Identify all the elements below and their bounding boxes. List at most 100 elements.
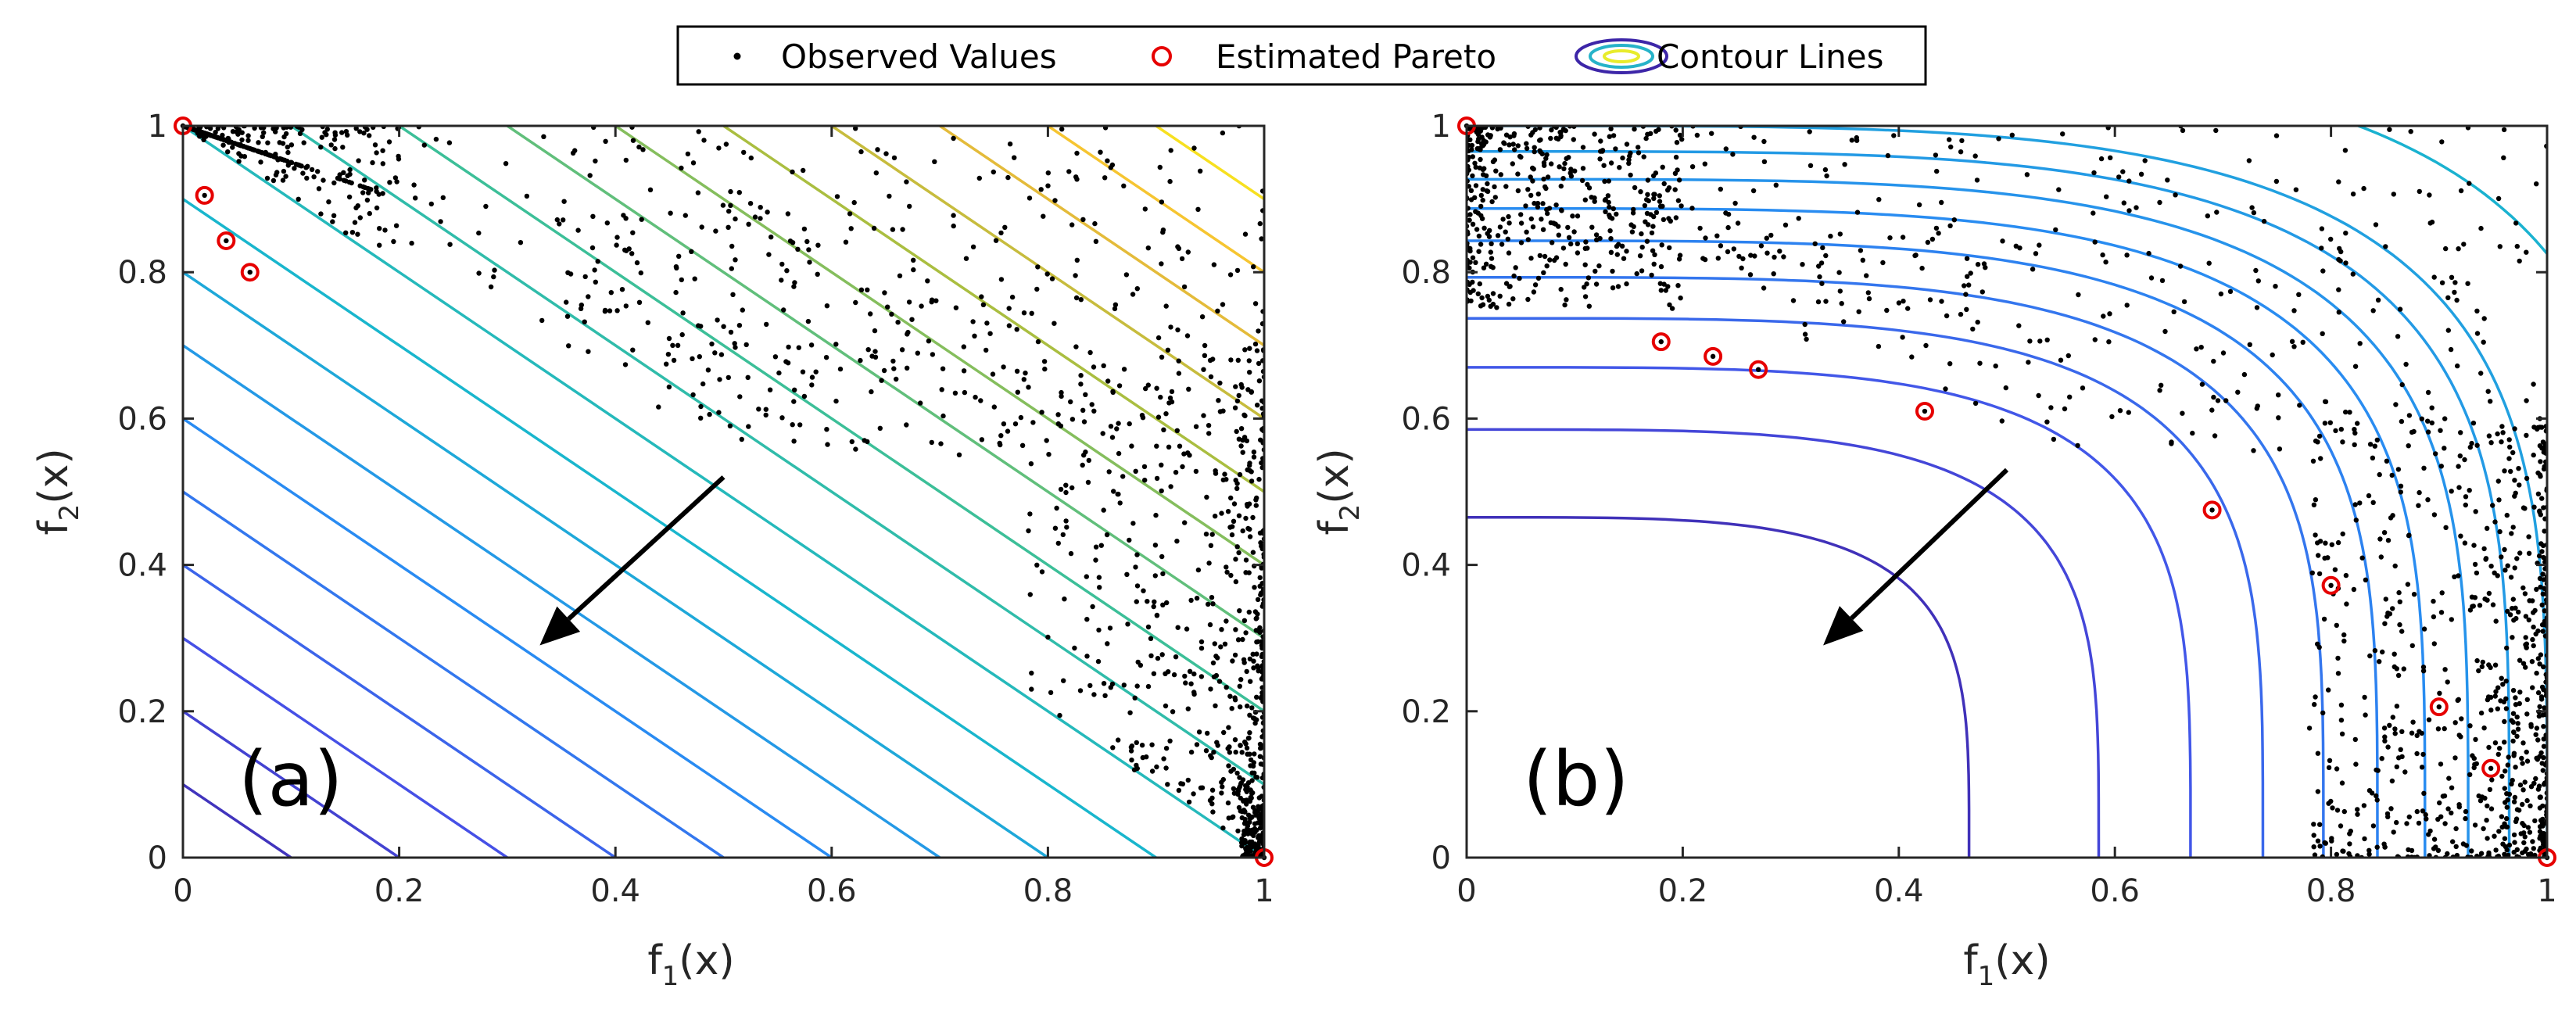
- observed-point: [1220, 302, 1226, 307]
- observed-point: [1250, 550, 1256, 555]
- observed-point: [1251, 264, 1256, 270]
- y-tick-label: 1: [148, 109, 167, 145]
- observed-point: [2223, 398, 2229, 403]
- observed-point: [2478, 371, 2484, 376]
- observed-point: [1180, 464, 1185, 470]
- observed-point: [2382, 621, 2388, 626]
- observed-point: [2397, 599, 2402, 604]
- observed-point: [1245, 826, 1250, 832]
- observed-point: [824, 303, 830, 309]
- observed-point: [2116, 174, 2122, 180]
- observed-point: [1486, 297, 1492, 303]
- observed-point: [2503, 706, 2510, 711]
- observed-point: [676, 253, 682, 259]
- observed-point: [273, 172, 279, 177]
- observed-point: [758, 205, 763, 210]
- observed-point: [265, 140, 270, 145]
- observed-point: [1679, 137, 1685, 142]
- observed-point: [1234, 481, 1240, 486]
- observed-point: [2375, 768, 2381, 773]
- observed-point: [2198, 345, 2204, 350]
- observed-point: [2470, 604, 2475, 609]
- observed-point: [2120, 169, 2126, 174]
- observed-point: [1478, 303, 1484, 309]
- observed-point: [1232, 652, 1238, 658]
- observed-values-b: [1467, 126, 2547, 858]
- observed-point: [2261, 218, 2267, 224]
- observed-point: [2393, 402, 2399, 407]
- observed-point: [1194, 742, 1200, 747]
- observed-point: [1154, 475, 1160, 482]
- observed-point: [1947, 361, 1953, 367]
- observed-point: [1512, 147, 1517, 152]
- observed-point: [2372, 648, 2378, 654]
- observed-point: [324, 132, 329, 138]
- observed-point: [1139, 413, 1145, 418]
- observed-point: [1237, 683, 1243, 689]
- observed-point: [815, 242, 821, 248]
- observed-point: [1211, 262, 1217, 267]
- observed-point: [2394, 819, 2399, 826]
- observed-point: [331, 180, 337, 186]
- observed-point: [2352, 442, 2357, 448]
- observed-point: [1093, 544, 1099, 550]
- contour-line: [721, 126, 1264, 494]
- observed-point: [2538, 584, 2543, 590]
- observed-point: [2352, 430, 2358, 436]
- observed-point: [2394, 764, 2399, 770]
- observed-point: [2338, 426, 2344, 432]
- observed-point: [1074, 257, 1080, 263]
- observed-point: [1958, 149, 1964, 155]
- observed-point: [1257, 583, 1263, 589]
- observed-point: [1242, 840, 1248, 846]
- observed-point: [674, 265, 679, 270]
- observed-point: [1249, 770, 1255, 776]
- observed-point: [1243, 630, 1249, 636]
- observed-point: [1500, 217, 1506, 222]
- observed-point: [1259, 676, 1264, 682]
- observed-point: [2495, 478, 2501, 484]
- observed-point: [1592, 131, 1597, 137]
- observed-point: [220, 142, 226, 148]
- observed-point: [2316, 553, 2321, 558]
- observed-point: [1585, 275, 1592, 281]
- observed-point: [2414, 808, 2420, 815]
- observed-point: [1245, 751, 1250, 757]
- x-tick-label: 0.4: [1874, 873, 1924, 909]
- observed-point: [1068, 550, 1074, 557]
- observed-point: [929, 299, 934, 305]
- observed-point: [851, 199, 857, 206]
- observed-point: [1112, 306, 1118, 312]
- observed-point: [2165, 177, 2170, 183]
- y-tick-label: 1: [1431, 109, 1451, 145]
- observed-point: [1467, 137, 1473, 142]
- observed-point: [2465, 281, 2470, 286]
- observed-point: [785, 360, 791, 366]
- observed-point: [2493, 689, 2499, 694]
- observed-point: [2315, 439, 2320, 445]
- observed-point: [604, 220, 610, 226]
- observed-point: [1675, 198, 1682, 203]
- observed-point: [2520, 661, 2527, 666]
- observed-point: [630, 138, 636, 143]
- pareto-point: [1749, 360, 1768, 379]
- observed-point: [1629, 229, 1636, 235]
- observed-point: [362, 177, 367, 183]
- observed-point: [266, 152, 272, 158]
- observed-point: [1124, 571, 1130, 577]
- observed-point: [1473, 209, 1478, 214]
- observed-point: [2425, 418, 2431, 424]
- observed-point: [1245, 502, 1250, 507]
- observed-point: [1055, 421, 1062, 427]
- observed-point: [2414, 733, 2420, 739]
- observed-point: [1127, 537, 1132, 543]
- observed-point: [2513, 220, 2519, 226]
- observed-point: [1188, 597, 1194, 604]
- observed-point: [2530, 685, 2535, 690]
- observed-point: [1132, 695, 1138, 700]
- observed-point: [492, 267, 497, 273]
- observed-point: [2497, 528, 2503, 535]
- observed-point: [1185, 249, 1191, 255]
- observed-point: [2485, 525, 2490, 531]
- observed-point: [1212, 641, 1218, 647]
